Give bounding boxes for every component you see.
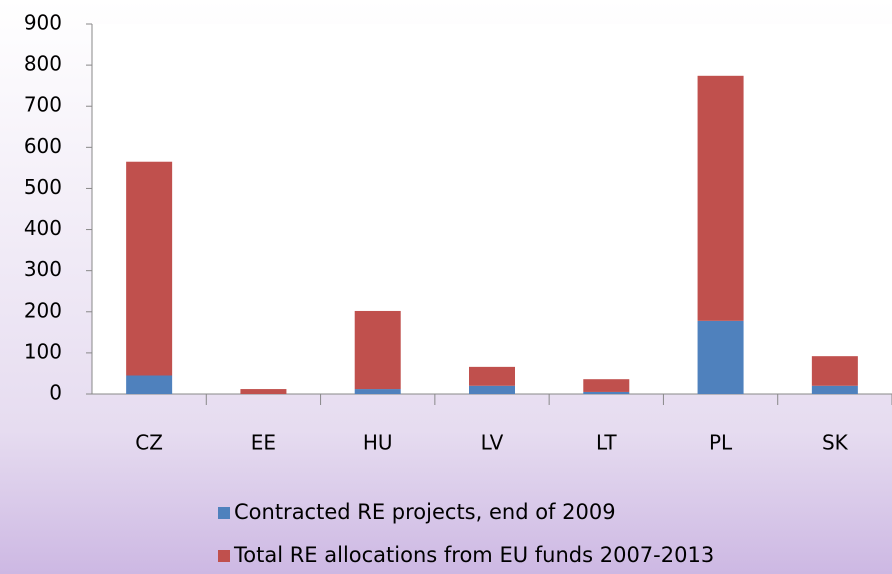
x-tick-label: CZ [135, 431, 163, 455]
bar [240, 389, 287, 394]
legend-swatch [218, 550, 230, 562]
legend-label: Total RE allocations from EU funds 2007-… [233, 543, 714, 567]
y-tick-label: 400 [24, 216, 62, 240]
bar [469, 385, 515, 394]
x-tick-label: LT [596, 431, 617, 455]
y-tick-label: 700 [24, 93, 62, 117]
bar [811, 356, 858, 386]
x-tick-label: EE [251, 431, 276, 455]
bar [697, 320, 744, 394]
y-tick-label: 0 [49, 381, 62, 405]
y-tick-label: 800 [24, 52, 62, 76]
bar [126, 161, 173, 376]
bar [583, 391, 630, 394]
y-tick-label: 600 [24, 134, 62, 158]
bar [697, 75, 744, 321]
x-tick-label: PL [709, 431, 733, 455]
bar [126, 375, 173, 394]
bar [354, 310, 401, 390]
y-tick-label: 100 [24, 339, 62, 363]
legend-label: Contracted RE projects, end of 2009 [234, 500, 616, 524]
bar [811, 385, 858, 394]
bar [583, 379, 630, 392]
y-tick-label: 900 [24, 11, 62, 35]
plot-area [92, 24, 892, 394]
x-tick-label: HU [363, 431, 393, 455]
legend-swatch [218, 507, 230, 519]
x-tick-label: LV [481, 431, 504, 455]
bar [354, 389, 401, 394]
bar [469, 366, 515, 386]
y-tick-label: 300 [24, 257, 62, 281]
x-tick-label: SK [822, 431, 849, 455]
y-tick-label: 500 [24, 175, 62, 199]
y-tick-label: 200 [24, 298, 62, 322]
